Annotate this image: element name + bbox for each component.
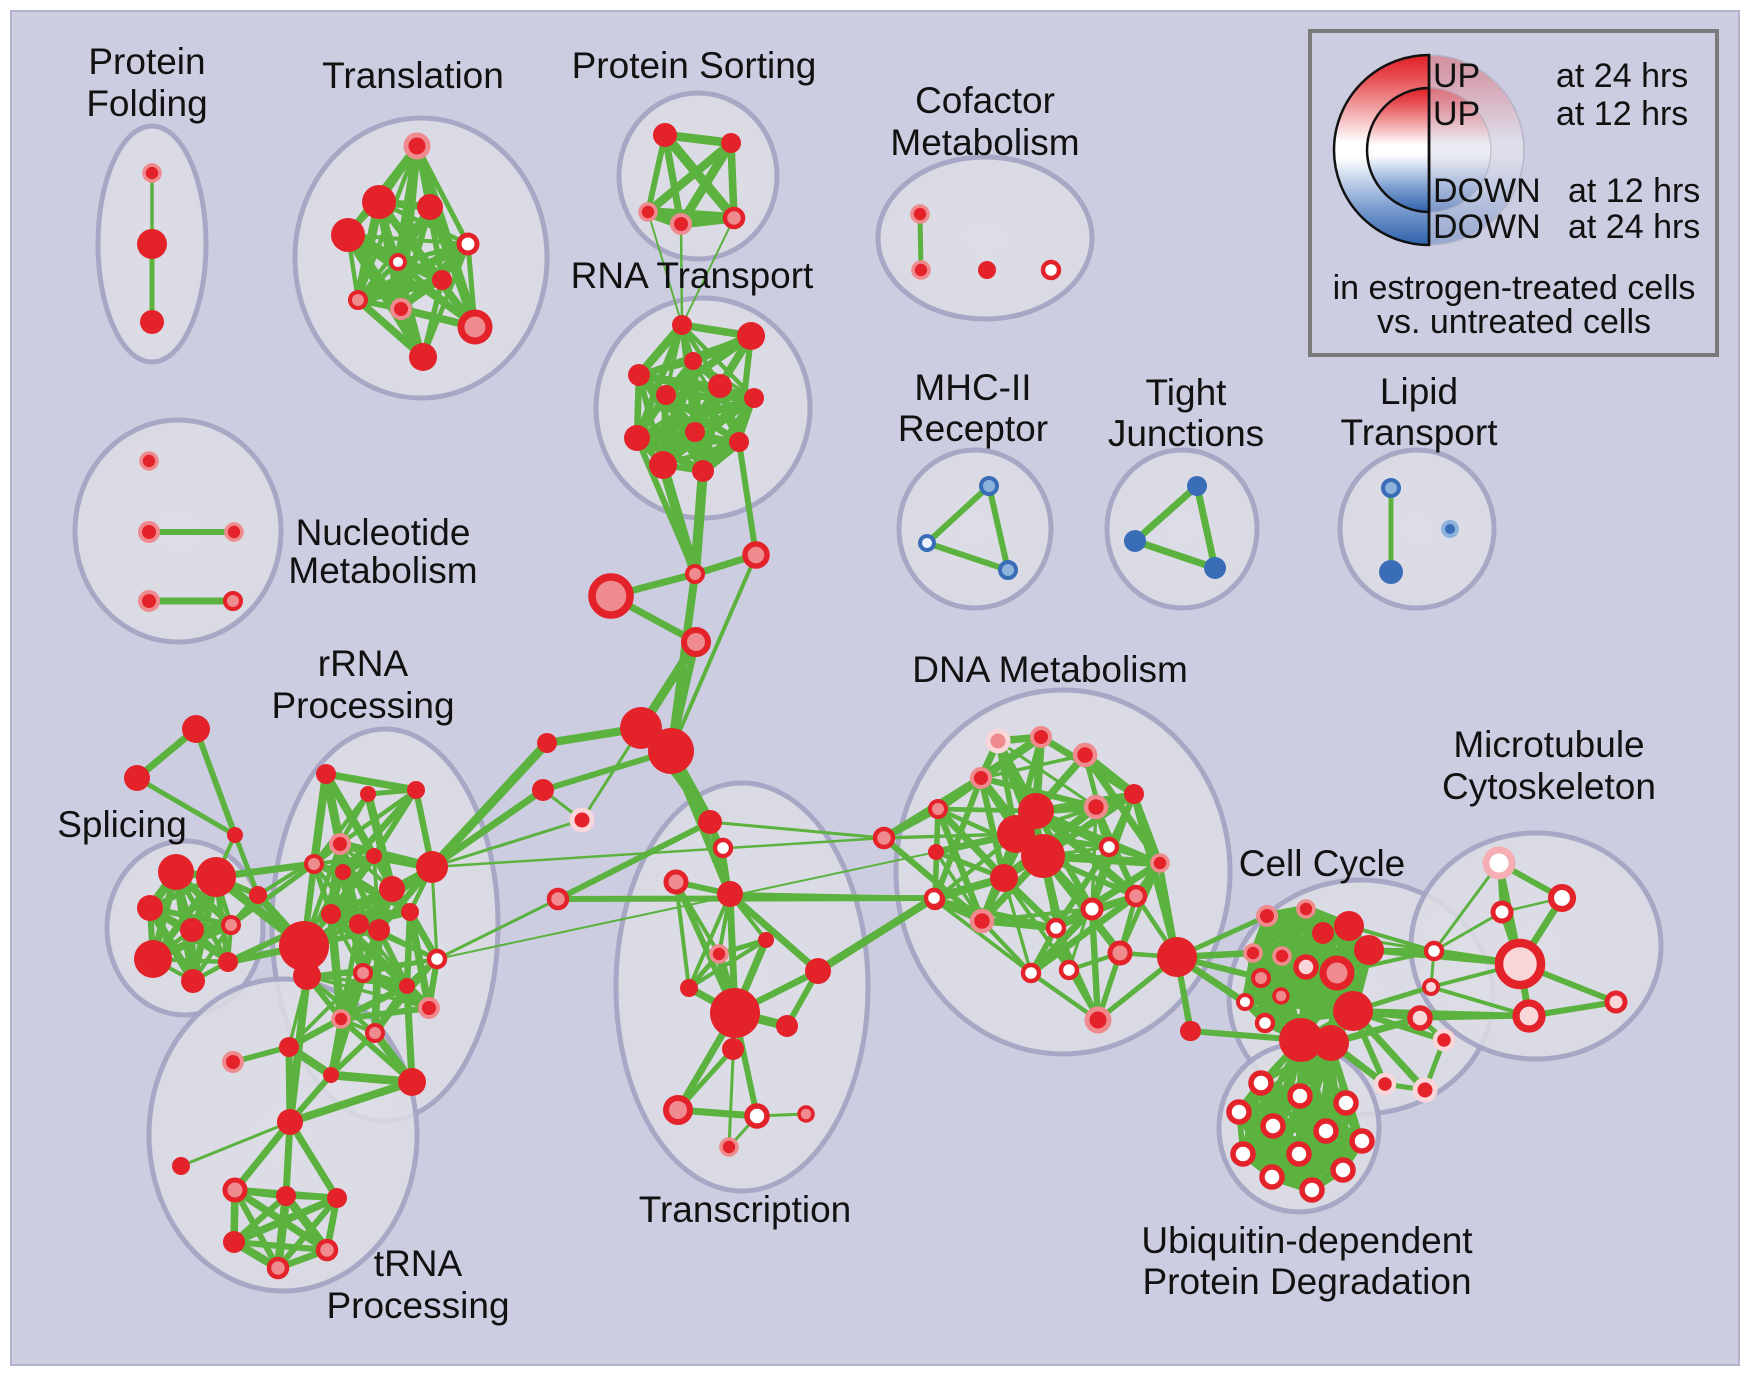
svg-text:Tight: Tight [1146,372,1228,413]
svg-text:RNA Transport: RNA Transport [571,255,814,296]
svg-text:DOWN: DOWN [1433,172,1541,210]
svg-text:Folding: Folding [86,83,207,124]
svg-text:Junctions: Junctions [1108,413,1264,454]
svg-text:rRNA: rRNA [318,643,409,684]
svg-text:Transcription: Transcription [639,1189,851,1230]
svg-text:at 24 hrs: at 24 hrs [1568,208,1700,246]
svg-text:vs. untreated cells: vs. untreated cells [1377,303,1651,341]
svg-text:Protein Sorting: Protein Sorting [572,45,817,86]
svg-text:Processing: Processing [271,685,454,726]
svg-text:Protein: Protein [88,41,205,82]
svg-text:Transport: Transport [1341,412,1499,453]
svg-text:at 24 hrs: at 24 hrs [1556,57,1688,95]
svg-text:Cytoskeleton: Cytoskeleton [1442,766,1656,807]
svg-text:Processing: Processing [326,1285,509,1326]
svg-text:Translation: Translation [322,55,504,96]
svg-text:Metabolism: Metabolism [288,550,477,591]
svg-text:Protein Degradation: Protein Degradation [1142,1261,1471,1302]
svg-text:Nucleotide: Nucleotide [296,512,471,553]
svg-text:in estrogen-treated cells: in estrogen-treated cells [1333,269,1696,307]
svg-text:Microtubule: Microtubule [1453,724,1644,765]
svg-text:Metabolism: Metabolism [890,122,1079,163]
svg-text:UP: UP [1433,95,1480,133]
svg-text:DOWN: DOWN [1433,208,1541,246]
svg-text:at 12 hrs: at 12 hrs [1568,172,1700,210]
svg-text:Receptor: Receptor [898,408,1048,449]
svg-text:Ubiquitin-dependent: Ubiquitin-dependent [1141,1220,1473,1261]
svg-text:at 12 hrs: at 12 hrs [1556,95,1688,133]
svg-text:Cell Cycle: Cell Cycle [1239,843,1406,884]
svg-text:Lipid: Lipid [1380,371,1458,412]
svg-text:UP: UP [1433,57,1480,95]
svg-text:Cofactor: Cofactor [915,80,1055,121]
svg-text:DNA Metabolism: DNA Metabolism [912,649,1188,690]
svg-text:tRNA: tRNA [374,1243,463,1284]
svg-text:Splicing: Splicing [57,804,187,845]
svg-text:MHC-II: MHC-II [914,367,1031,408]
